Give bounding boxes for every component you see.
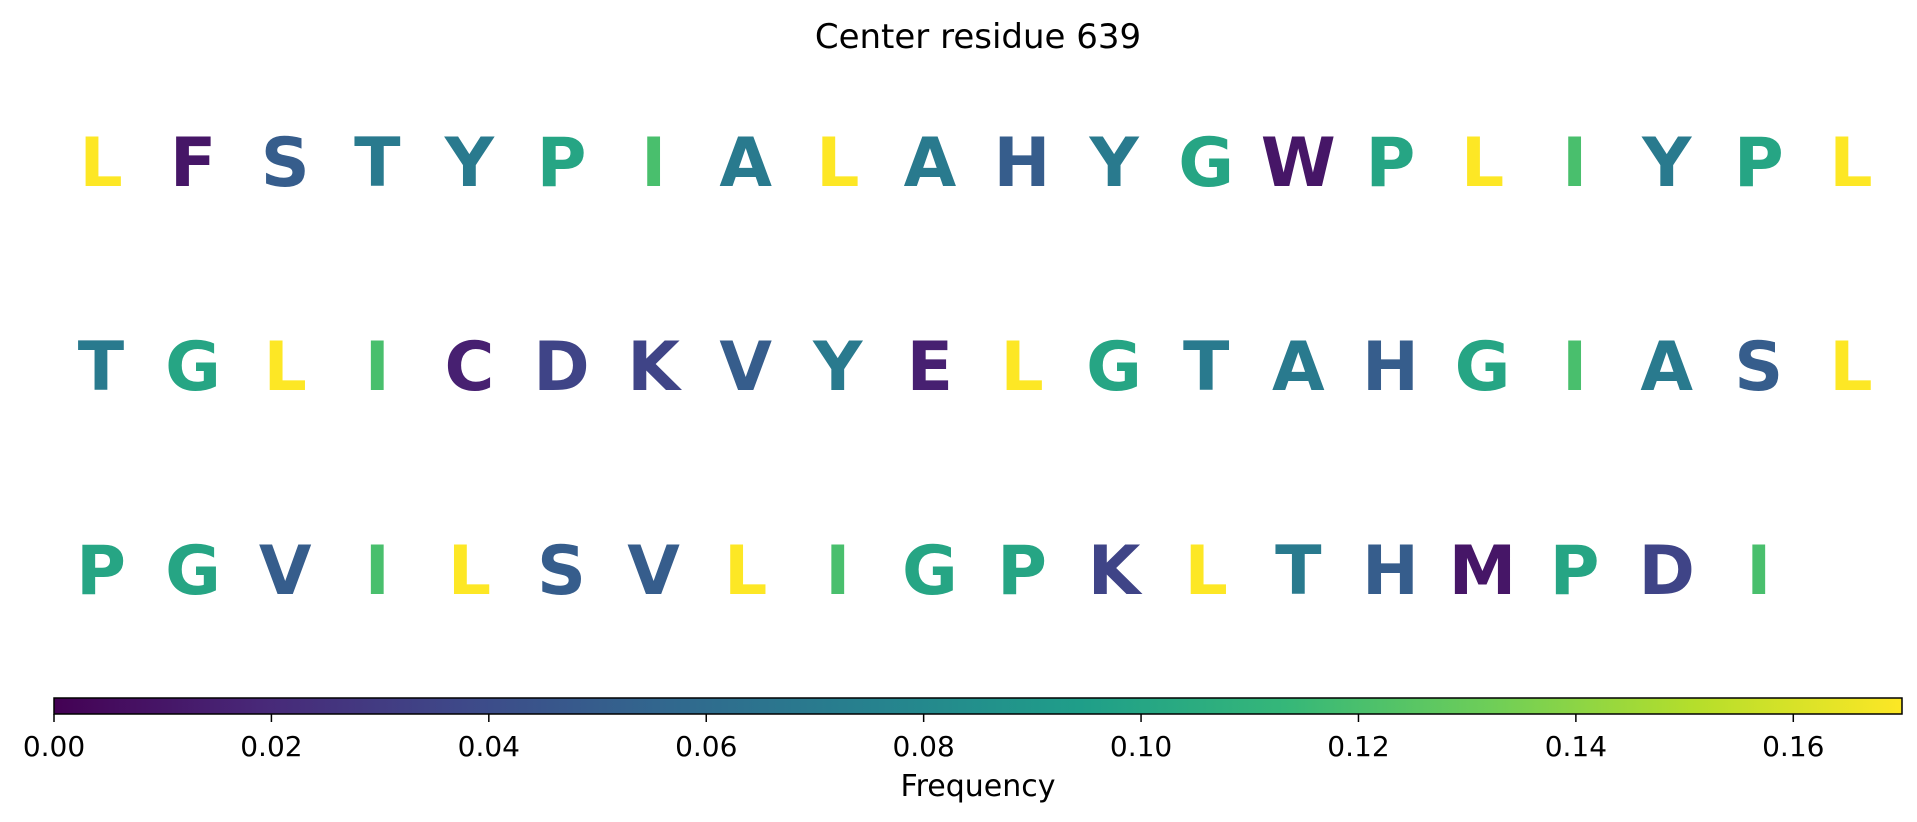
residue-letter: F xyxy=(170,124,216,203)
residue-letter: Y xyxy=(1088,124,1139,203)
residue-letter: Y xyxy=(444,124,495,203)
residue-letter: P xyxy=(1550,532,1600,611)
residue-letter: I xyxy=(1562,124,1587,203)
residue-letter: D xyxy=(533,328,589,407)
residue-letter: G xyxy=(1086,328,1142,407)
residue-letter: A xyxy=(1640,328,1693,407)
residue-letter: H xyxy=(1362,328,1419,407)
residue-letter: I xyxy=(641,124,666,203)
colorbar-tick-label: 0.02 xyxy=(240,730,302,763)
colorbar-tick-label: 0.06 xyxy=(675,730,737,763)
residue-letter: P xyxy=(76,532,126,611)
residue-letter: L xyxy=(79,124,122,203)
residue-letter: P xyxy=(1365,124,1415,203)
residue-letter: T xyxy=(78,328,125,407)
colorbar-ticks: 0.00 0.02 0.04 0.06 0.08 0.10 0.12 0.14 0.16 xyxy=(23,714,1824,763)
residue-letter: I xyxy=(365,328,390,407)
residue-letter: L xyxy=(1000,328,1043,407)
residue-letter: L xyxy=(448,532,491,611)
residue-letter: C xyxy=(444,328,494,407)
colorbar-tick-label: 0.10 xyxy=(1110,730,1172,763)
residue-letter: L xyxy=(1829,124,1872,203)
residue-letter: G xyxy=(902,532,958,611)
residue-letter: L xyxy=(264,328,307,407)
residue-letter: L xyxy=(1185,532,1228,611)
residue-letter: H xyxy=(1362,532,1419,611)
residue-letter: G xyxy=(1178,124,1234,203)
residue-letter: G xyxy=(165,532,221,611)
colorbar-tick-label: 0.04 xyxy=(458,730,520,763)
residue-letter: P xyxy=(1734,124,1784,203)
residue-letter: I xyxy=(365,532,390,611)
residue-letter: I xyxy=(1746,532,1771,611)
residue-letter: A xyxy=(904,124,957,203)
colorbar-tick-label: 0.00 xyxy=(23,730,85,763)
residue-letter: M xyxy=(1449,532,1517,611)
colorbar-tick-label: 0.12 xyxy=(1327,730,1389,763)
residue-letter: Y xyxy=(1641,124,1692,203)
colorbar-tick-label: 0.16 xyxy=(1762,730,1824,763)
colorbar-tick-label: 0.08 xyxy=(892,730,954,763)
residue-letter: L xyxy=(724,532,767,611)
residue-letter: L xyxy=(1829,328,1872,407)
residue-letter: T xyxy=(354,124,401,203)
residue-letter: D xyxy=(1638,532,1694,611)
residue-letter: T xyxy=(1275,532,1322,611)
residue-letter: S xyxy=(261,124,310,203)
residue-letter: V xyxy=(627,532,680,611)
residue-grid: L F S T Y P I A L A H Y G W P L I Y P LT G L I C D K V Y E L G T A H G I A S L… xyxy=(76,124,1872,611)
residue-letter: A xyxy=(1272,328,1325,407)
residue-letter: Y xyxy=(812,328,863,407)
residue-letter: S xyxy=(1734,328,1783,407)
residue-letter: V xyxy=(259,532,312,611)
chart-title: Center residue 639 xyxy=(815,17,1141,57)
colorbar-label: Frequency xyxy=(901,769,1056,804)
colorbar xyxy=(53,697,1903,715)
residue-letter: I xyxy=(825,532,850,611)
residue-letter: E xyxy=(907,328,953,407)
residue-letter: V xyxy=(719,328,772,407)
residue-letter: T xyxy=(1183,328,1230,407)
residue-letter: A xyxy=(719,124,772,203)
residue-letter: K xyxy=(1088,532,1143,611)
residue-letter: G xyxy=(1455,328,1511,407)
residue-letter: P xyxy=(537,124,587,203)
residue-letter: G xyxy=(165,328,221,407)
residue-letter: I xyxy=(1562,328,1587,407)
residue-letter: K xyxy=(627,328,682,407)
residue-letter: H xyxy=(994,124,1051,203)
residue-letter: L xyxy=(816,124,859,203)
residue-letter: P xyxy=(997,532,1047,611)
residue-letter: L xyxy=(1461,124,1504,203)
residue-letter: W xyxy=(1261,124,1336,203)
colorbar-tick-label: 0.14 xyxy=(1545,730,1607,763)
residue-letter: S xyxy=(537,532,586,611)
